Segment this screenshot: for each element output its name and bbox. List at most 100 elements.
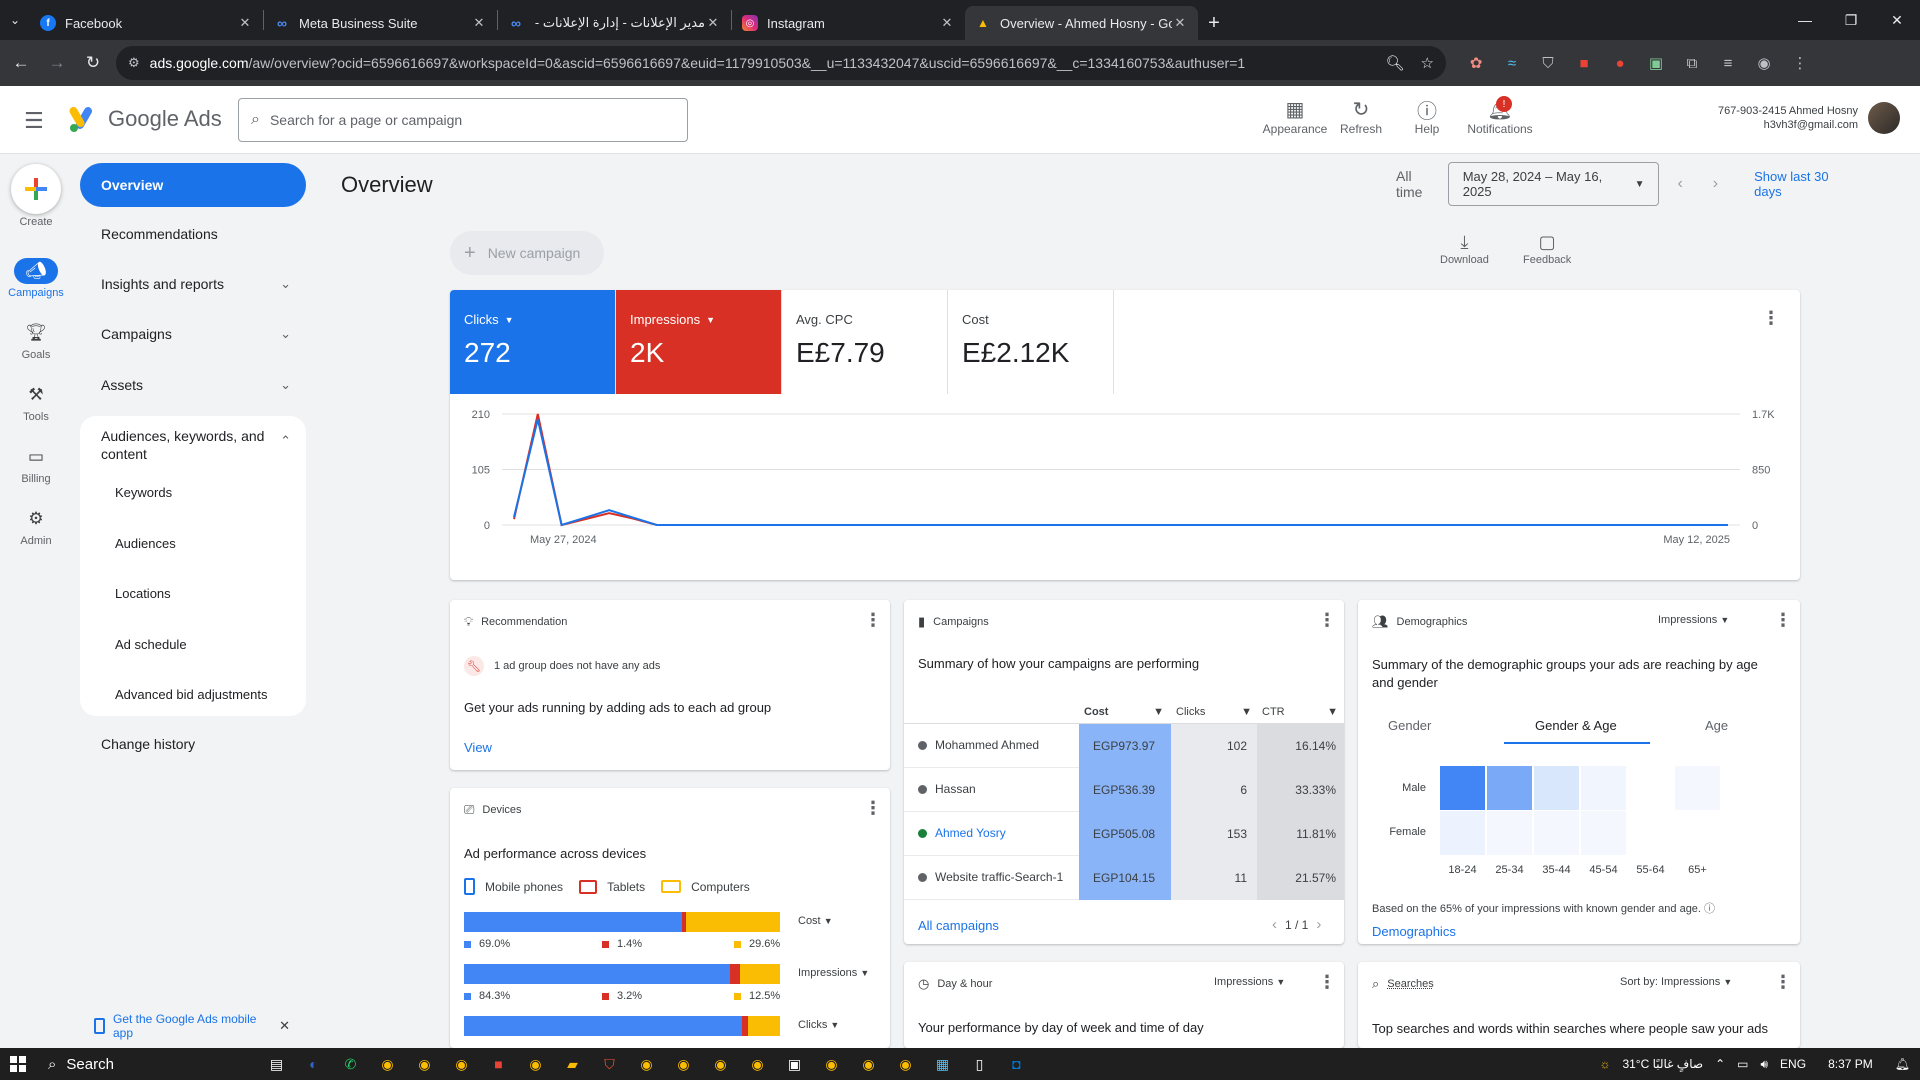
table-row[interactable]: Mohammed Ahmed EGP973.97 102 16.14%	[904, 724, 1344, 768]
weather-text[interactable]: 31°C صافٍ غالبًا	[1622, 1057, 1704, 1071]
view-link[interactable]: View	[464, 740, 492, 755]
table-row[interactable]: Ahmed Yosry EGP505.08 153 11.81%	[904, 812, 1344, 856]
appearance-button[interactable]: ▦ Appearance	[1262, 96, 1328, 137]
close-tab-icon[interactable]: ✕	[473, 15, 485, 30]
chrome-icon[interactable]: ◉	[640, 1055, 653, 1072]
menu-icon[interactable]: ⋮	[1792, 55, 1808, 72]
puzzle-icon[interactable]: ⧉	[1686, 54, 1698, 72]
download-button[interactable]: ⤓ Download	[1440, 232, 1489, 266]
tab-search-icon[interactable]: ⌄	[9, 13, 21, 27]
table-row[interactable]: Website traffic-Search-1 EGP104.15 11 21.57…	[904, 856, 1344, 900]
chrome-icon[interactable]: ◉	[751, 1055, 764, 1072]
app-icon[interactable]: ▦	[935, 1055, 950, 1072]
windows-start-icon[interactable]	[0, 1056, 36, 1072]
metric-cost[interactable]: Cost E£2.12K	[948, 290, 1114, 394]
outlook-icon[interactable]: ◘	[1012, 1056, 1021, 1072]
notifications-icon[interactable]: 🔔︎	[1894, 1057, 1910, 1071]
tab-gender-age[interactable]: Gender & Age	[1535, 718, 1617, 733]
browser-tab-instagram[interactable]: ◎ Instagram ✕	[732, 6, 965, 40]
show-last-30-days-link[interactable]: Show last 30 days	[1754, 169, 1829, 199]
chrome-icon[interactable]: ◉	[418, 1055, 431, 1072]
device-metric-select[interactable]: Clicks ▼	[798, 1019, 840, 1031]
chevron-right-icon[interactable]: ›	[1316, 916, 1322, 933]
close-tab-icon[interactable]: ✕	[941, 15, 953, 30]
nav-item-assets[interactable]: Assets ⌄	[101, 377, 291, 393]
chevron-right-icon[interactable]: ›	[1712, 175, 1749, 192]
address-bar[interactable]: ⚙ ads.google.com/aw/overview?ocid=659661…	[116, 46, 1446, 80]
metric-select[interactable]: Impressions ▼	[1658, 614, 1730, 626]
bookmark-star-icon[interactable]: ☆	[1420, 55, 1434, 72]
language-indicator[interactable]: ENG	[1780, 1057, 1807, 1071]
zoom-icon[interactable]: 🔍︎	[1385, 55, 1405, 72]
chrome-icon[interactable]: ◉	[455, 1055, 468, 1072]
close-tab-icon[interactable]: ✕	[707, 15, 719, 30]
whatsapp-icon[interactable]: ✆	[344, 1055, 357, 1072]
nav-item-change-history[interactable]: Change history	[101, 736, 291, 752]
extension-icon[interactable]: ●	[1615, 54, 1625, 72]
create-button[interactable]	[11, 164, 61, 214]
close-tab-icon[interactable]: ✕	[239, 15, 251, 30]
sort-select[interactable]: Sort by: Impressions ▼	[1620, 976, 1733, 988]
weather-icon[interactable]: ☼	[1599, 1057, 1611, 1071]
back-icon[interactable]: ←	[12, 53, 30, 72]
taskbar-search[interactable]: ⌕ Search	[36, 1048, 246, 1080]
more-options-icon[interactable]: ⋮	[864, 610, 882, 630]
feedback-button[interactable]: ▢ Feedback	[1523, 232, 1571, 266]
metric-avg-cpc[interactable]: Avg. CPC E£7.79	[782, 290, 948, 394]
device-metric-select[interactable]: Impressions ▼	[798, 967, 870, 979]
account-info[interactable]: 767-903-2415 Ahmed Hosny h3vh3f@gmail.co…	[1718, 104, 1858, 132]
campaign-name-text[interactable]: Ahmed Yosry	[935, 826, 1006, 840]
new-campaign-button[interactable]: + New campaign	[450, 231, 604, 275]
column-header-cost[interactable]: Cost ▼	[1084, 706, 1164, 718]
more-options-icon[interactable]: ⋮	[864, 798, 882, 818]
task-view-icon[interactable]: ▤	[269, 1055, 284, 1072]
extension-icon[interactable]: ✿	[1469, 55, 1483, 72]
column-header-clicks[interactable]: Clicks ▼	[1176, 706, 1252, 718]
tab-gender[interactable]: Gender	[1388, 718, 1432, 733]
more-options-icon[interactable]: ⋮	[1762, 308, 1780, 328]
close-tab-icon[interactable]: ✕	[1174, 15, 1186, 30]
avatar[interactable]	[1868, 102, 1900, 134]
rail-item-tools[interactable]: ⚒ Tools	[0, 382, 72, 423]
notepad-icon[interactable]: ▯	[975, 1055, 984, 1072]
new-tab-button[interactable]: +	[1208, 11, 1220, 34]
google-ads-logo[interactable]: Google Ads	[68, 104, 222, 134]
brave-icon[interactable]: ⛉	[604, 1055, 615, 1072]
nav-item-audiences-group[interactable]: Audiences, keywords, and content ⌃	[101, 427, 291, 463]
media-icon[interactable]: ≡	[1723, 54, 1733, 72]
date-range-picker[interactable]: May 28, 2024 – May 16, 2025 ▼	[1447, 162, 1660, 206]
file-explorer-icon[interactable]: ▰	[567, 1055, 578, 1072]
chrome-icon[interactable]: ◉	[381, 1055, 394, 1072]
metric-impressions[interactable]: Impressions ▼ 2K	[616, 290, 782, 394]
browser-tab-facebook[interactable]: f Facebook ✕	[30, 6, 263, 40]
reload-icon[interactable]: ↻	[85, 53, 101, 72]
subnav-item-ad-schedule[interactable]: Ad schedule	[115, 637, 187, 652]
close-window-icon[interactable]: ✕	[1891, 11, 1903, 28]
metric-clicks[interactable]: Clicks ▼ 272	[450, 290, 616, 394]
network-icon[interactable]: ▭	[1737, 1057, 1749, 1071]
more-options-icon[interactable]: ⋮	[1774, 972, 1792, 992]
more-options-icon[interactable]: ⋮	[1774, 610, 1792, 630]
extension-icon[interactable]: ≈	[1507, 54, 1517, 72]
refresh-button[interactable]: ↻ Refresh	[1328, 96, 1394, 137]
extension-icon[interactable]: ▣	[1648, 55, 1664, 72]
chrome-icon[interactable]: ◉	[677, 1055, 690, 1072]
chevron-left-icon[interactable]: ‹	[1677, 175, 1713, 192]
shield-icon[interactable]: ⛉	[1542, 54, 1554, 72]
extension-icon[interactable]: ■	[1579, 54, 1589, 72]
nav-item-campaigns[interactable]: Campaigns ⌄	[101, 326, 291, 342]
minimize-icon[interactable]: —	[1798, 12, 1812, 28]
subnav-item-audiences[interactable]: Audiences	[115, 536, 176, 551]
app-icon[interactable]: ▣	[787, 1055, 802, 1072]
restore-icon[interactable]: ❐	[1844, 11, 1858, 28]
nav-item-recommendations[interactable]: Recommendations	[101, 226, 291, 242]
tab-age[interactable]: Age	[1705, 718, 1729, 733]
volume-icon[interactable]: 🔊︎	[1760, 1056, 1769, 1071]
subnav-item-bid-adjustments[interactable]: Advanced bid adjustments	[115, 687, 268, 702]
more-options-icon[interactable]: ⋮	[1318, 972, 1336, 992]
forward-icon[interactable]: →	[48, 53, 66, 72]
browser-tab-meta-business[interactable]: ∞ Meta Business Suite ✕	[264, 6, 497, 40]
rail-item-billing[interactable]: ▭ Billing	[0, 444, 72, 485]
site-info-icon[interactable]: ⚙	[128, 55, 140, 70]
more-options-icon[interactable]: ⋮	[1318, 610, 1336, 630]
